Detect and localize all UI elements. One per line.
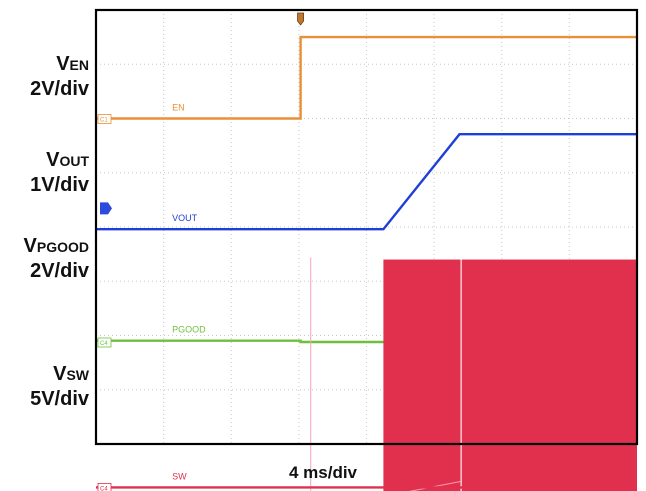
- label-en-signal: VEN: [30, 52, 89, 77]
- label-vout-main: V: [46, 149, 60, 171]
- vout-trace: [96, 132, 637, 231]
- en-trace: [96, 35, 637, 120]
- channel-tag-box: [97, 337, 112, 348]
- trace-layer: [96, 35, 637, 491]
- channel-tag-text: C1: [100, 118, 108, 124]
- label-sw-main: V: [53, 363, 67, 385]
- oscilloscope-grid: [96, 10, 637, 444]
- label-sw-scale: 5V/div: [30, 388, 89, 410]
- sw-trace-label: SW: [172, 471, 187, 481]
- label-pgood: VPGOOD 2V/div: [24, 234, 89, 283]
- label-vout: VOUT 1V/div: [30, 148, 89, 197]
- channel-tag-sw: C4: [97, 482, 112, 491]
- channel-tag-layer: C1 C4 C4: [97, 114, 112, 491]
- label-vout-signal: VOUT: [30, 148, 89, 173]
- label-en-scale: 2V/div: [30, 78, 89, 100]
- timebase-label: 4 ms/div: [288, 463, 358, 482]
- channel-tag-text: C4: [100, 486, 108, 491]
- vout-trace-label: VOUT: [172, 213, 198, 223]
- label-sw-signal: VSW: [30, 362, 89, 387]
- label-en: VEN 2V/div: [30, 52, 89, 101]
- channel-tag-pgood: C4: [97, 337, 112, 348]
- label-en-main: V: [56, 53, 70, 75]
- channel-tag-box: [97, 482, 112, 491]
- label-en-sub: EN: [69, 57, 89, 73]
- trigger-marker: [297, 12, 304, 26]
- en-trace-label: EN: [172, 103, 185, 113]
- label-pgood-scale: 2V/div: [30, 260, 89, 282]
- channel-tag-text: C4: [100, 341, 108, 347]
- label-vout-sub: OUT: [59, 153, 89, 169]
- label-vout-scale: 1V/div: [30, 174, 89, 196]
- sw-switching-block: [383, 259, 637, 491]
- marker-layer: [100, 12, 304, 215]
- trace-label-layer: EN VOUT PGOOD SW: [172, 103, 206, 482]
- label-pgood-sub: PGOOD: [36, 239, 89, 255]
- label-sw-sub: SW: [66, 367, 89, 383]
- scope-frame: [94, 8, 639, 446]
- channel-marker-arrow: [100, 202, 112, 215]
- channel-tag-en: C1: [97, 114, 112, 124]
- label-pgood-main: V: [23, 235, 37, 257]
- label-pgood-signal: VPGOOD: [24, 234, 89, 259]
- channel-tag-box: [97, 114, 112, 124]
- sw-ramp-line: [408, 480, 462, 491]
- label-sw: VSW 5V/div: [30, 362, 89, 411]
- pgood-trace-label: PGOOD: [172, 325, 206, 335]
